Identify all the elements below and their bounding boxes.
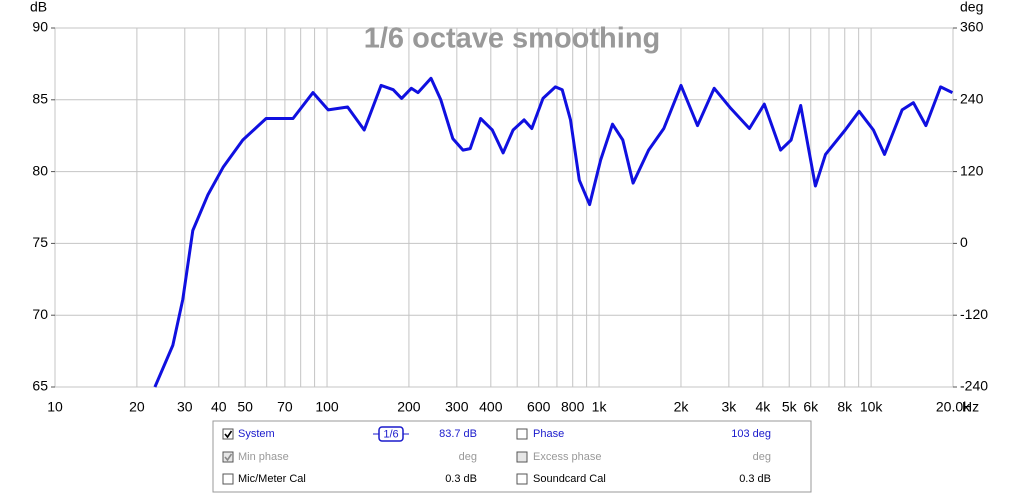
check-mark xyxy=(224,430,233,439)
legend-value: 0.3 dB xyxy=(445,473,477,485)
y-axis-label: dB xyxy=(30,0,47,15)
x-tick-label: 100 xyxy=(315,399,339,415)
legend-value: deg xyxy=(459,451,477,463)
x-tick-label: 20 xyxy=(129,399,145,415)
x-tick-label: 6k xyxy=(803,399,819,415)
x-tick-label: 3k xyxy=(721,399,737,415)
x-tick-label: 300 xyxy=(445,399,469,415)
y2-axis-label: deg xyxy=(960,0,983,15)
x-tick-label: 70 xyxy=(277,399,293,415)
legend-value: 103 deg xyxy=(731,428,771,440)
plot-area xyxy=(54,27,954,388)
checkbox[interactable] xyxy=(222,451,234,463)
legend-label: Mic/Meter Cal xyxy=(238,473,306,485)
legend-label: Excess phase xyxy=(533,451,601,463)
x-tick-label: 10 xyxy=(47,399,63,415)
x-tick-label: 5k xyxy=(782,399,798,415)
legend-value: 0.3 dB xyxy=(739,473,771,485)
x-tick-label: 10k xyxy=(860,399,884,415)
chart-title: 1/6 octave smoothing xyxy=(364,23,661,55)
smoothing-button[interactable] xyxy=(378,426,404,442)
x-tick-label: 50 xyxy=(237,399,253,415)
x-axis-label: Hz xyxy=(962,399,979,415)
x-tick-label: 200 xyxy=(397,399,421,415)
y-tick-label: 85 xyxy=(32,91,48,107)
x-tick-label: 8k xyxy=(837,399,853,415)
checkbox[interactable] xyxy=(222,428,234,440)
x-tick-label: 20.0k xyxy=(936,399,971,415)
y-tick-label: 90 xyxy=(32,19,48,35)
checkbox[interactable] xyxy=(516,451,528,463)
checkbox[interactable] xyxy=(222,473,234,485)
line-series xyxy=(153,76,954,388)
x-tick-label: 800 xyxy=(561,399,585,415)
smoothing-label: 1/6 xyxy=(383,428,398,440)
y-tick-label: 70 xyxy=(32,306,48,322)
legend-label: Soundcard Cal xyxy=(533,473,606,485)
x-tick-label: 1k xyxy=(592,399,608,415)
legend-label: Min phase xyxy=(238,451,289,463)
y2-tick-label: 120 xyxy=(960,162,984,178)
y2-tick-label: 360 xyxy=(960,19,984,35)
y-tick-label: 75 xyxy=(32,234,48,250)
checkbox[interactable] xyxy=(516,473,528,485)
x-tick-label: 600 xyxy=(527,399,551,415)
y2-tick-label: -240 xyxy=(960,378,988,394)
y-tick-label: 80 xyxy=(32,162,48,178)
legend-value: deg xyxy=(753,451,771,463)
y2-tick-label: -120 xyxy=(960,306,988,322)
x-tick-label: 2k xyxy=(674,399,690,415)
checkbox[interactable] xyxy=(516,428,528,440)
x-tick-label: 4k xyxy=(755,399,771,415)
y2-tick-label: 240 xyxy=(960,91,984,107)
check-mark xyxy=(224,453,233,462)
y-tick-label: 65 xyxy=(32,378,48,394)
y2-tick-label: 0 xyxy=(960,234,968,250)
x-tick-label: 400 xyxy=(479,399,503,415)
legend-label: Phase xyxy=(533,428,564,440)
legend-value: 83.7 dB xyxy=(439,428,477,440)
x-tick-label: 30 xyxy=(177,399,193,415)
legend-panel xyxy=(212,420,812,493)
legend-label: System xyxy=(238,428,275,440)
x-tick-label: 40 xyxy=(211,399,227,415)
